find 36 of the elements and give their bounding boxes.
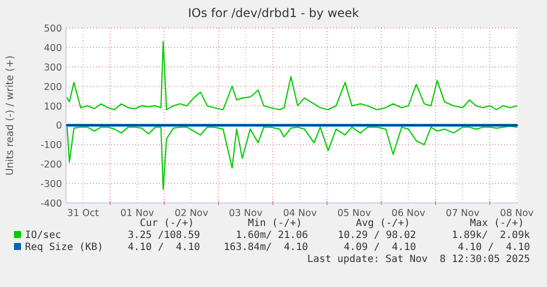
text: 163.84m/ 4.10: [224, 242, 308, 253]
text: 1.60m/ 21.06: [236, 230, 308, 241]
legend-label: Req Size (KB): [25, 242, 104, 253]
x-tick-label: 06 Nov: [392, 208, 426, 219]
y-tick-label: -200: [40, 160, 62, 171]
text: Avg (-/+): [356, 218, 410, 229]
y-tick-label: 300: [44, 62, 62, 74]
y-tick-label: -400: [40, 198, 62, 210]
x-tick-label: 01 Nov: [120, 208, 154, 219]
x-tick-label: 08 Nov: [500, 208, 534, 219]
text: 4.09 / 4.10: [344, 242, 416, 253]
y-tick-label: -100: [40, 140, 62, 152]
y-tick-label: 100: [44, 101, 62, 112]
x-tick-label: 04 Nov: [283, 208, 318, 219]
y-tick-label: 500: [44, 24, 62, 34]
text: 4.10 / 4.10: [458, 242, 530, 253]
x-tick-label: 02 Nov: [174, 208, 209, 219]
y-tick-label: 200: [44, 82, 62, 93]
x-tick-label: 31 Oct: [67, 208, 99, 219]
y-tick-label: -300: [40, 179, 62, 190]
text: Cur (-/+): [140, 218, 194, 229]
x-tick-label: 07 Nov: [446, 208, 480, 219]
y-axis-title: Units read (-) / write (+): [5, 55, 16, 176]
x-tick-label: 03 Nov: [228, 208, 263, 219]
text: Min (-/+): [248, 218, 302, 229]
text: Max (-/+): [470, 218, 524, 229]
y-tick-label: 400: [44, 42, 62, 54]
chart-title: IOs for /dev/drbd1 - by week: [188, 6, 360, 20]
text: Last update: Sat Nov 8 12:30:05 2025: [307, 254, 530, 265]
legend-label: IO/sec: [25, 230, 62, 241]
text: 3.25 /108.59: [128, 230, 200, 241]
y-tick-label: 0: [56, 120, 62, 132]
x-tick-label: 05 Nov: [337, 208, 372, 219]
text: 4.10 / 4.10: [128, 242, 200, 253]
text: 10.29 / 98.02: [338, 230, 416, 241]
text: 1.89k/ 2.09k: [452, 230, 530, 241]
